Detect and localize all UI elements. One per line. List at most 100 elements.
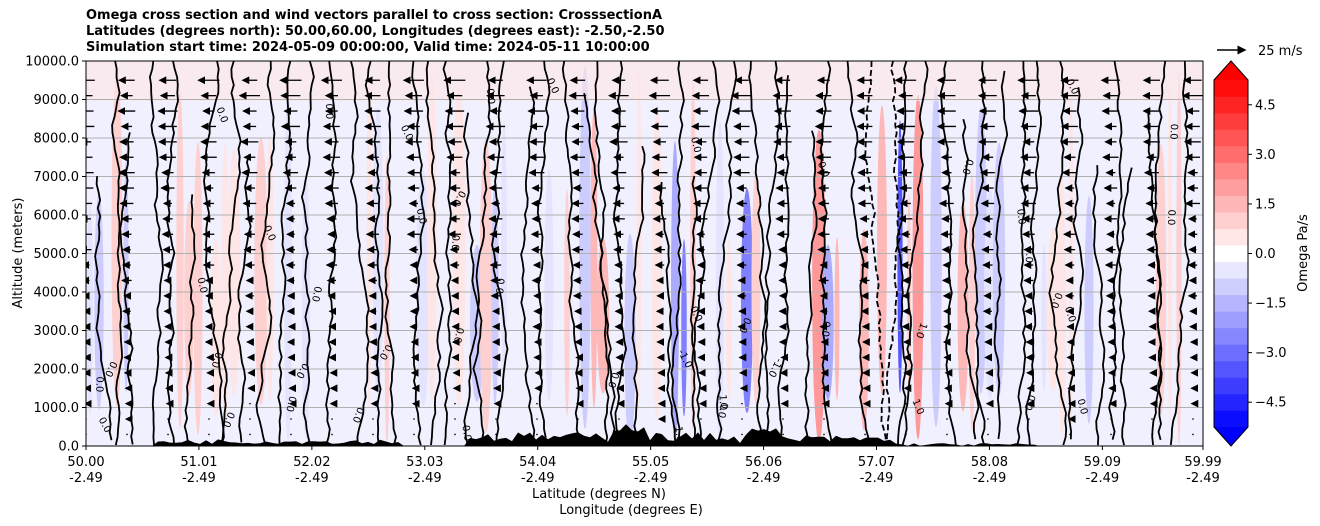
colorbar-band-6 (1214, 311, 1248, 329)
colorbar-tick-label-6: −4.5 (1255, 396, 1287, 411)
wind-vector-505 (946, 418, 948, 420)
y-tick-label-8: 8000.0 (34, 132, 80, 147)
colorbar-band-4 (1214, 344, 1248, 362)
contour-line-13 (349, 61, 370, 446)
omega-fill-patch-24 (544, 168, 554, 402)
x-tick-lat-5: 55.05 (632, 455, 669, 470)
colorbar-band-17 (1214, 129, 1248, 147)
colorbar-band-8 (1214, 278, 1248, 296)
colorbar: 4.5 3.0 1.5 0.0 −1.5 −3.0 −4.5 (1213, 60, 1287, 447)
colorbar-band-18 (1214, 113, 1248, 130)
omega-fill-patch-36 (725, 238, 733, 402)
wind-vector-576 (1069, 433, 1071, 436)
x-tick-lon-6: -2.49 (747, 471, 781, 486)
colorbar-band-14 (1214, 179, 1248, 196)
y-tick-label-9: 9000.0 (34, 93, 80, 108)
contour-line-28 (631, 145, 646, 443)
wind-vector-266 (536, 402, 538, 405)
x-tick-lat-7: 57.07 (858, 455, 895, 470)
contour-line-0 (94, 176, 113, 441)
colorbar-tick-label-3: 0.0 (1255, 247, 1276, 262)
wind-vector-457 (864, 418, 866, 420)
x-tick-lon-1: -2.49 (182, 471, 216, 486)
colorbar-band-11 (1214, 228, 1248, 246)
y-tick-label-2: 2000.0 (34, 363, 80, 378)
omega-fill-patch-4 (176, 90, 184, 429)
wind-vector-240 (495, 433, 497, 436)
wind-vector-97 (249, 418, 251, 420)
colorbar-band-15 (1214, 162, 1248, 180)
omega-fill-patch-29 (624, 233, 636, 444)
wind-vector-168 (372, 433, 374, 436)
x-tick-lon-4: -2.49 (521, 471, 555, 486)
wind-vector-24 (126, 433, 128, 436)
contour-line-12 (325, 61, 338, 446)
x-tick-lat-8: 58.08 (971, 455, 1008, 470)
contour-line-41 (885, 61, 902, 446)
colorbar-band-13 (1214, 195, 1248, 213)
x-tick-lat-9: 59.09 (1084, 455, 1121, 470)
contour-line-55 (1147, 111, 1163, 441)
colorbar-band-12 (1214, 212, 1248, 230)
x-tick-lon-0: -2.49 (69, 471, 103, 486)
wind-vector-360 (700, 433, 702, 436)
wind-vector-504 (946, 433, 948, 436)
x-axis-ticks: 50.00-2.4951.01-2.4952.02-2.4953.03-2.49… (67, 446, 1222, 486)
y-tick-label-0: 0.0 (58, 440, 79, 455)
wind-vector-528 (987, 433, 989, 436)
wind-vector-265 (536, 418, 538, 420)
x-tick-lon-3: -2.49 (408, 471, 442, 486)
contour-label-29: 0.0 (449, 234, 461, 250)
omega-fill-patch-27 (590, 106, 598, 408)
omega-fill-patch-46 (912, 94, 924, 440)
wind-vector-121 (290, 418, 292, 420)
wind-vector-193 (413, 418, 415, 420)
colorbar-tick-label-2: 1.5 (1255, 197, 1276, 212)
y-tick-label-5: 5000.0 (34, 247, 80, 262)
contour-line-19 (462, 112, 485, 441)
contour-label-38: 1.0 (716, 394, 728, 410)
wind-vector-98 (249, 402, 251, 405)
contour-line-52 (1092, 165, 1106, 446)
omega-fill-patch-59 (1167, 76, 1173, 426)
contour-label-24: 0.0 (309, 285, 323, 303)
y-tick-label-1: 1000.0 (34, 401, 80, 416)
contour-line-11 (300, 61, 315, 446)
omega-fill-patch-60 (1176, 71, 1182, 446)
x-axis-label-longitude: Longitude (degrees E) (559, 503, 703, 518)
colorbar-band-2 (1214, 377, 1248, 395)
reference-vector: 25 m/s (1217, 44, 1303, 59)
x-tick-lon-7: -2.49 (860, 471, 894, 486)
wind-vector-529 (987, 418, 989, 420)
contour-label-14: 0.0 (1165, 209, 1177, 225)
contour-label-9: 0.0 (959, 157, 974, 176)
x-tick-lon-2: -2.49 (295, 471, 329, 486)
x-tick-lat-0: 50.00 (67, 455, 104, 470)
x-tick-lat-4: 54.04 (519, 455, 556, 470)
colorbar-outline (1213, 60, 1249, 447)
omega-fill-patch-57 (1084, 195, 1094, 424)
wind-vectors (86, 76, 1203, 436)
wind-vector-600 (1110, 433, 1112, 436)
omega-fill-patch-33 (681, 239, 687, 417)
wind-vector-648 (1192, 433, 1194, 436)
contour-line-51 (1067, 87, 1085, 440)
omega-contour-lines: 0.00.00.00.01.00.00.00.00.00.00.01.00.00… (93, 61, 1190, 446)
omega-fill-patch-23 (501, 121, 507, 390)
omega-fill-upper-band (86, 61, 1203, 101)
omega-fill-patch-21 (479, 137, 493, 433)
contour-line-34 (748, 61, 767, 446)
contour-line-49 (1025, 61, 1042, 446)
omega-fill-patch-10 (254, 137, 268, 406)
omega-fill-patch-0 (86, 201, 94, 416)
colorbar-band-16 (1214, 146, 1248, 163)
wind-vector-552 (1028, 433, 1030, 436)
contour-line-23 (536, 61, 551, 446)
contour-label-5: 0.0 (214, 106, 230, 125)
contour-label-15: 0.0 (459, 424, 472, 441)
contour-label-34: 0.0 (350, 405, 366, 424)
omega-fill-patch-41 (834, 237, 840, 400)
omega-fill-patch-53 (1041, 243, 1047, 391)
wind-vector-264 (536, 433, 538, 436)
